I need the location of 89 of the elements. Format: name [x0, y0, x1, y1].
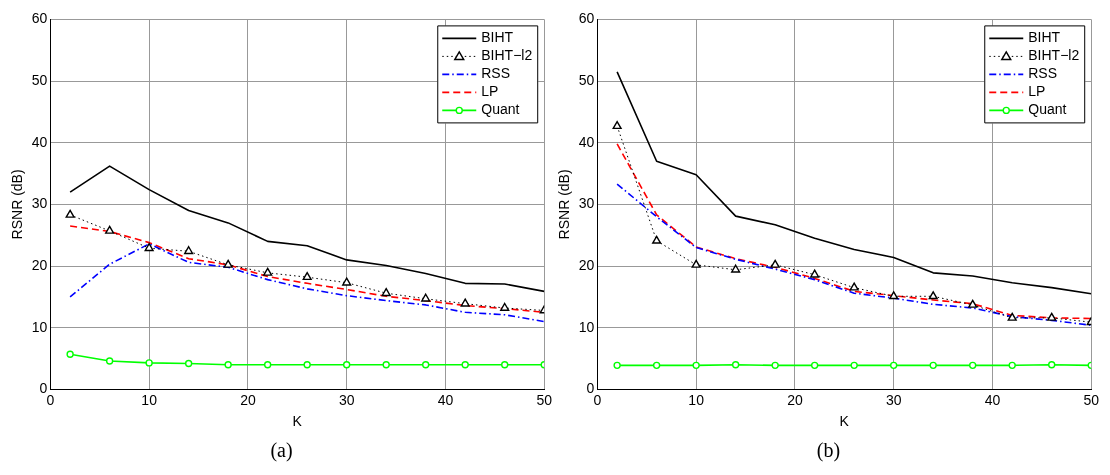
text: (a)	[269, 439, 294, 462]
point	[928, 291, 938, 300]
point	[223, 259, 233, 268]
y-tick-label: 10	[31, 318, 48, 335]
point	[421, 361, 430, 369]
point	[613, 361, 621, 370]
y-tick-label: 30	[578, 195, 595, 212]
point	[968, 299, 978, 308]
line-series	[616, 183, 1092, 327]
y-axis-title: RSNR (dB)	[556, 169, 573, 240]
y-tick-label: 60	[578, 10, 595, 27]
point	[810, 269, 820, 278]
legend-label: Quant	[481, 101, 520, 118]
point	[501, 361, 509, 369]
x-tick-label: 30	[885, 391, 902, 408]
point	[731, 361, 740, 369]
y-tick-label: 40	[31, 133, 48, 150]
x-tick-label: 20	[240, 391, 256, 408]
point	[263, 361, 272, 369]
point	[224, 361, 232, 369]
x-axis-title: K	[292, 413, 303, 430]
line-series	[69, 243, 545, 323]
point	[850, 361, 858, 370]
y-tick-label: 40	[578, 133, 595, 150]
point	[184, 246, 194, 255]
point	[460, 298, 470, 307]
point	[381, 288, 391, 297]
y-tick-label: 30	[31, 195, 48, 212]
point	[1008, 361, 1016, 370]
x-tick-label: 50	[1083, 391, 1100, 408]
point	[1047, 312, 1057, 321]
x-tick-label: 10	[141, 391, 158, 408]
legend-label: BIHT−l2	[481, 47, 533, 64]
x-axis-title: K	[839, 413, 850, 430]
legend-label: LP	[1028, 83, 1046, 100]
y-axis-title: RSNR (dB)	[9, 169, 26, 240]
point	[105, 225, 115, 234]
x-tick-label: 50	[536, 391, 553, 408]
point	[731, 264, 741, 273]
point	[342, 277, 352, 286]
point	[421, 293, 431, 302]
point	[461, 361, 469, 369]
y-tick-label: 10	[578, 318, 595, 335]
point	[810, 361, 819, 370]
x-tick-label: 40	[437, 391, 454, 408]
point	[968, 361, 977, 370]
point	[1048, 361, 1056, 369]
point	[500, 302, 510, 311]
point	[66, 350, 74, 358]
point	[302, 271, 312, 281]
x-tick-label: 10	[688, 391, 705, 408]
point	[1007, 312, 1017, 321]
point	[184, 359, 193, 368]
point	[889, 361, 898, 370]
y-tick-label: 0	[39, 380, 48, 397]
point	[65, 209, 75, 218]
legend-label: BIHT	[1028, 29, 1061, 46]
point	[382, 361, 390, 369]
point	[771, 361, 779, 370]
point	[342, 361, 351, 369]
y-tick-label: 20	[578, 256, 595, 273]
y-tick-label: 50	[31, 71, 48, 88]
legend-label: RSS	[481, 65, 511, 82]
legend-label: LP	[481, 83, 499, 100]
point	[144, 242, 154, 252]
y-tick-label: 50	[578, 71, 595, 88]
point	[691, 259, 701, 268]
legend-label: RSS	[1028, 65, 1058, 82]
y-tick-label: 60	[31, 10, 48, 27]
legend-label: BIHT−l2	[1028, 47, 1080, 64]
point	[145, 359, 153, 367]
point	[692, 361, 700, 370]
point	[929, 361, 937, 370]
x-tick-label: 20	[787, 391, 803, 408]
legend-label: Quant	[1028, 101, 1067, 118]
y-tick-label: 20	[31, 256, 48, 273]
x-tick-label: 30	[338, 391, 355, 408]
point	[105, 357, 114, 365]
point	[849, 282, 859, 291]
x-tick-label: 40	[984, 391, 1001, 408]
point	[770, 259, 780, 268]
point	[889, 291, 899, 300]
legend-label: BIHT	[481, 29, 514, 46]
point	[652, 361, 661, 370]
point	[303, 361, 311, 369]
point	[263, 267, 273, 276]
text: (b)	[815, 439, 842, 462]
point	[652, 235, 662, 244]
y-tick-label: 0	[586, 380, 595, 397]
